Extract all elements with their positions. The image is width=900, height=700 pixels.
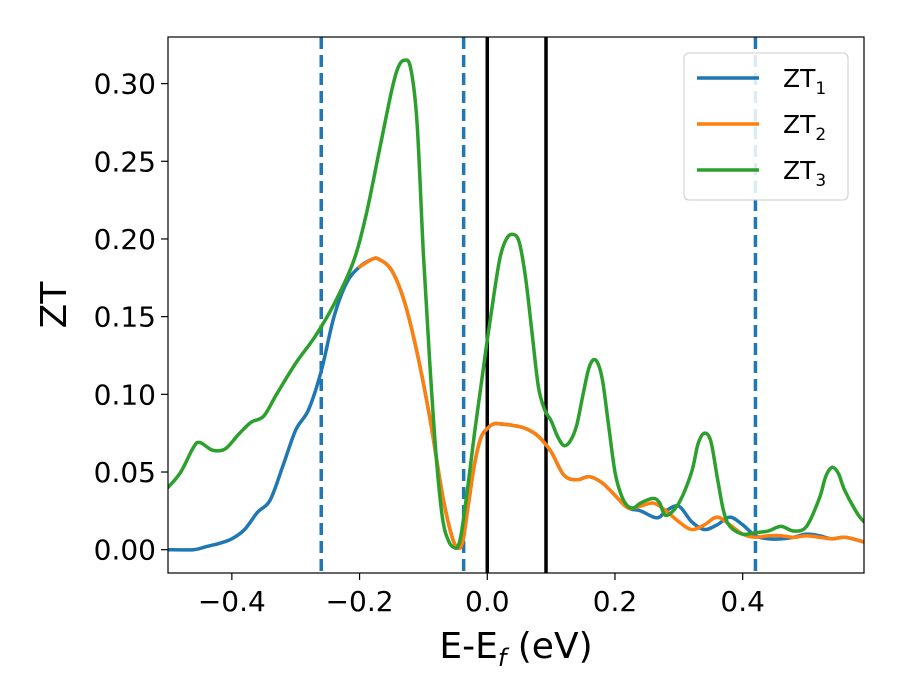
legend-label-subscript: 3: [815, 171, 826, 191]
plot-frame: [167, 36, 865, 574]
x-tick-label: 0.4: [720, 585, 765, 618]
legend-entry-zt3: ZT3: [697, 156, 826, 191]
x-axis-title-unit: (eV): [506, 626, 592, 667]
legend-label-subscript: 1: [815, 79, 826, 99]
x-tick-label: 0.2: [593, 585, 638, 618]
x-tick-label: −0.2: [326, 585, 394, 618]
legend-box: [683, 52, 849, 201]
y-tick-label: 0.15: [94, 301, 156, 334]
series-lines: [168, 58, 864, 552]
legend-entry-zt1: ZT1: [697, 64, 826, 99]
reference-lines: [319, 37, 758, 573]
legend-label-name: ZT: [783, 156, 816, 185]
y-tick-label: 0.00: [94, 534, 156, 567]
legend-label-name: ZT: [783, 64, 816, 93]
y-tick-label: 0.10: [94, 378, 156, 411]
y-axis-ticks: 0.00 0.05 0.10 0.15 0.20 0.25 0.30: [94, 68, 168, 567]
x-axis-ticks: −0.4 −0.2 0.0 0.2 0.4: [198, 573, 765, 618]
x-axis-title: E-Ef (eV): [439, 626, 592, 672]
x-axis-title-main: E-E: [439, 626, 497, 667]
series-line-zt3: [168, 58, 864, 551]
y-tick-label: 0.20: [94, 223, 156, 256]
legend-label-subscript: 2: [815, 125, 826, 145]
y-tick-label: 0.25: [94, 145, 156, 178]
y-axis-title: ZT: [34, 281, 75, 329]
legend-label: ZT2: [783, 110, 826, 145]
legend-label: ZT1: [783, 64, 826, 99]
legend-entry-zt2: ZT2: [697, 110, 826, 145]
y-tick-label: 0.05: [94, 456, 156, 489]
y-tick-label: 0.30: [94, 68, 156, 101]
legend-label: ZT3: [783, 156, 826, 191]
legend-label-name: ZT: [783, 110, 816, 139]
series-line-zt2: [357, 256, 864, 550]
x-tick-label: 0.0: [465, 585, 510, 618]
x-tick-label: −0.4: [198, 585, 266, 618]
